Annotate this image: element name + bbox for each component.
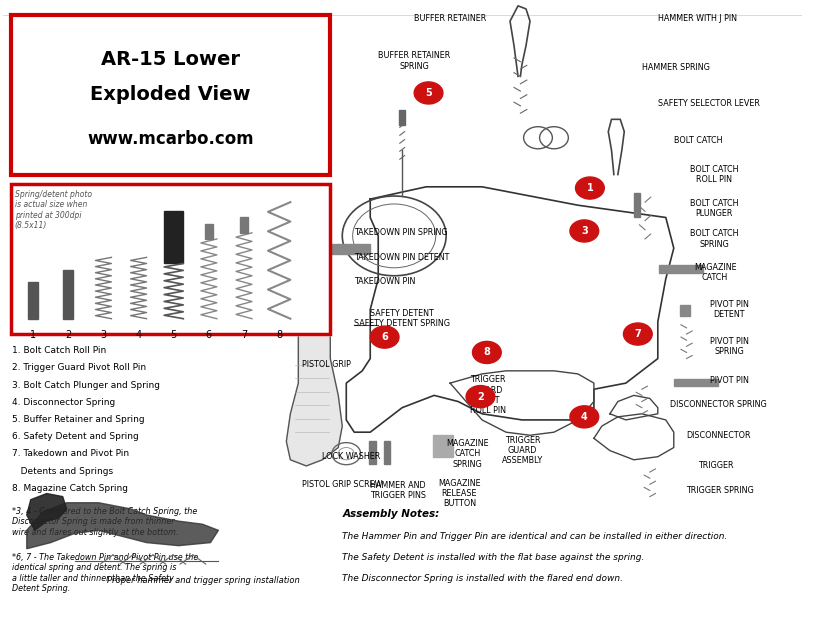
Bar: [205, 223, 213, 239]
Text: MAGAZINE
RELEASE
BUTTON: MAGAZINE RELEASE BUTTON: [438, 478, 481, 508]
Text: PISTOL GRIP SCREW: PISTOL GRIP SCREW: [302, 480, 383, 489]
Text: MAGAZINE
CATCH: MAGAZINE CATCH: [694, 263, 737, 282]
Text: BUFFER RETAINER
SPRING: BUFFER RETAINER SPRING: [379, 51, 450, 71]
Text: BOLT CATCH
SPRING: BOLT CATCH SPRING: [690, 229, 738, 249]
Bar: [674, 379, 718, 386]
Text: 5. Buffer Retainer and Spring: 5. Buffer Retainer and Spring: [12, 415, 145, 424]
Text: SAFETY SELECTOR LEVER: SAFETY SELECTOR LEVER: [658, 100, 760, 108]
Circle shape: [624, 323, 652, 345]
Text: 6: 6: [381, 332, 388, 342]
Bar: [28, 282, 38, 319]
Text: TRIGGER SPRING: TRIGGER SPRING: [686, 486, 754, 495]
Bar: [659, 266, 704, 273]
Bar: [634, 193, 640, 217]
Text: BUFFER RETAINER: BUFFER RETAINER: [414, 14, 486, 23]
FancyBboxPatch shape: [11, 184, 330, 334]
Circle shape: [472, 342, 501, 363]
Text: SAFETY DETENT
SAFETY DETENT SPRING: SAFETY DETENT SAFETY DETENT SPRING: [354, 309, 450, 329]
Text: 8. Magazine Catch Spring: 8. Magazine Catch Spring: [12, 483, 128, 493]
Bar: [680, 305, 690, 316]
Text: 1: 1: [30, 330, 36, 340]
Bar: [433, 435, 453, 457]
Text: 1. Bolt Catch Roll Pin: 1. Bolt Catch Roll Pin: [12, 346, 107, 355]
Text: 3. Bolt Catch Plunger and Spring: 3. Bolt Catch Plunger and Spring: [12, 381, 160, 389]
Text: 4: 4: [581, 412, 588, 422]
Text: 2: 2: [477, 392, 484, 402]
Text: *6, 7 - The Takedown Pin and Pivot Pin use the
identical spring and detent. The : *6, 7 - The Takedown Pin and Pivot Pin u…: [12, 553, 198, 593]
Bar: [240, 217, 248, 233]
Text: HAMMER SPRING: HAMMER SPRING: [642, 63, 709, 72]
Text: 8: 8: [483, 347, 491, 357]
FancyBboxPatch shape: [11, 15, 330, 175]
Bar: [164, 211, 184, 264]
Text: Exploded View: Exploded View: [91, 85, 251, 104]
Text: AR-15 Lower: AR-15 Lower: [101, 50, 240, 69]
Text: *3, 4 - Compared to the Bolt Catch Spring, the
Disconector Spring is made from t: *3, 4 - Compared to the Bolt Catch Sprin…: [12, 507, 198, 537]
Polygon shape: [286, 337, 342, 466]
Text: HAMMER WITH J PIN: HAMMER WITH J PIN: [658, 14, 737, 23]
Text: 6: 6: [206, 330, 212, 340]
Text: www.mcarbo.com: www.mcarbo.com: [87, 131, 253, 149]
Text: 8: 8: [276, 330, 282, 340]
Text: BOLT CATCH
ROLL PIN: BOLT CATCH ROLL PIN: [690, 165, 738, 184]
Text: The Disconnector Spring is installed with the flared end down.: The Disconnector Spring is installed wit…: [342, 574, 623, 583]
Text: TRIGGER: TRIGGER: [698, 461, 733, 470]
Text: 6. Safety Detent and Spring: 6. Safety Detent and Spring: [12, 432, 139, 441]
Text: 3: 3: [581, 226, 588, 236]
Text: 1: 1: [587, 183, 593, 193]
Bar: [370, 441, 376, 464]
Text: TAKEDOWN PIN: TAKEDOWN PIN: [354, 277, 416, 287]
Circle shape: [570, 406, 598, 428]
Text: 7. Takedown and Pivot Pin: 7. Takedown and Pivot Pin: [12, 449, 129, 458]
Text: Assembly Notes:: Assembly Notes:: [342, 509, 439, 519]
Circle shape: [575, 177, 604, 199]
Text: Spring/detent photo
is actual size when
printed at 300dpi
(8.5x11): Spring/detent photo is actual size when …: [15, 190, 91, 230]
Text: LOCK WASHER: LOCK WASHER: [323, 452, 380, 461]
Bar: [399, 110, 406, 126]
Text: 7: 7: [635, 329, 641, 339]
Text: 4. Disconnector Spring: 4. Disconnector Spring: [12, 398, 115, 407]
Circle shape: [370, 326, 399, 348]
Bar: [384, 441, 390, 464]
Text: 5: 5: [425, 88, 432, 98]
Text: 4: 4: [136, 330, 142, 340]
Text: DISCONNECTOR SPRING: DISCONNECTOR SPRING: [670, 400, 766, 409]
Text: DISCONNECTOR: DISCONNECTOR: [686, 431, 751, 439]
Text: 7: 7: [241, 330, 247, 340]
Text: TRIGGER
GUARD
ASSEMBLY: TRIGGER GUARD ASSEMBLY: [502, 436, 543, 465]
Text: Proper hammer and trigger spring installation: Proper hammer and trigger spring install…: [107, 576, 300, 586]
Text: BOLT CATCH: BOLT CATCH: [674, 136, 723, 145]
Text: The Safety Detent is installed with the flat base against the spring.: The Safety Detent is installed with the …: [342, 553, 644, 562]
Text: PIVOT PIN: PIVOT PIN: [709, 376, 749, 384]
Text: 2: 2: [65, 330, 72, 340]
Text: HAMMER AND
TRIGGER PINS: HAMMER AND TRIGGER PINS: [370, 481, 426, 500]
Text: PISTOL GRIP: PISTOL GRIP: [302, 360, 351, 369]
Text: The Hammer Pin and Trigger Pin are identical and can be installed in either dire: The Hammer Pin and Trigger Pin are ident…: [342, 532, 728, 541]
Text: 2. Trigger Guard Pivot Roll Pin: 2. Trigger Guard Pivot Roll Pin: [12, 363, 146, 373]
Text: BOLT CATCH
PLUNGER: BOLT CATCH PLUNGER: [690, 199, 738, 218]
Text: MAGAZINE
CATCH
SPRING: MAGAZINE CATCH SPRING: [446, 439, 489, 469]
Text: TAKEDOWN PIN SPRING: TAKEDOWN PIN SPRING: [354, 228, 448, 237]
Polygon shape: [26, 493, 67, 530]
Text: 3: 3: [100, 330, 106, 340]
Text: Detents and Springs: Detents and Springs: [12, 467, 114, 475]
Text: PIVOT PIN
SPRING: PIVOT PIN SPRING: [709, 337, 749, 356]
Text: TAKEDOWN PIN DETENT: TAKEDOWN PIN DETENT: [354, 253, 449, 262]
Bar: [323, 245, 370, 254]
Bar: [63, 270, 73, 319]
Circle shape: [570, 220, 598, 242]
Polygon shape: [26, 503, 218, 548]
Circle shape: [414, 82, 443, 104]
Text: TRIGGER
GUARD
PIVOT
ROLL PIN: TRIGGER GUARD PIVOT ROLL PIN: [470, 375, 506, 415]
Text: PIVOT PIN
DETENT: PIVOT PIN DETENT: [709, 300, 749, 319]
Circle shape: [466, 386, 495, 408]
Text: 5: 5: [170, 330, 177, 340]
